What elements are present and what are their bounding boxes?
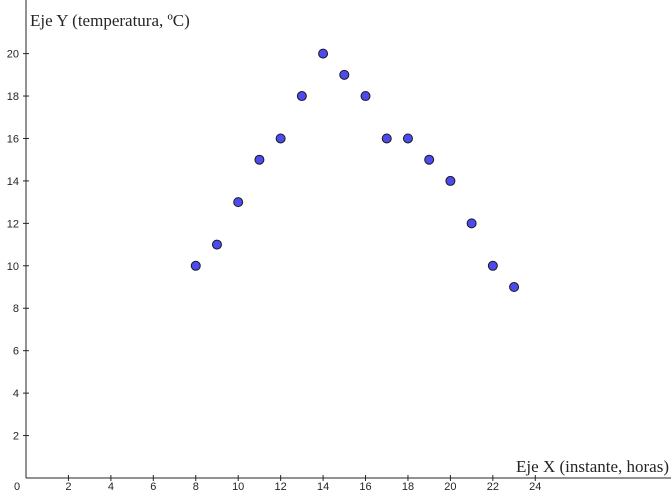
data-point (360, 91, 371, 102)
x-tick-label: 10 (232, 481, 244, 492)
data-point (339, 69, 350, 80)
data-point (190, 260, 201, 271)
x-tick-label: 22 (487, 481, 499, 492)
y-ticks: 2 4 6 8 10 12 14 16 18 20 (7, 49, 29, 443)
x-tick-label: 16 (359, 481, 371, 492)
x-tick-label: 6 (150, 481, 156, 492)
data-point (233, 197, 244, 208)
origin-label: 0 (14, 481, 20, 492)
data-point (487, 260, 498, 271)
y-tick-label: 2 (13, 431, 19, 443)
x-tick-label: 8 (193, 481, 199, 492)
data-point (466, 218, 477, 229)
data-point (424, 154, 435, 165)
x-tick-label: 2 (65, 481, 71, 492)
y-tick-label: 12 (7, 218, 19, 230)
y-tick-label: 8 (13, 303, 19, 315)
y-tick-label: 4 (13, 388, 19, 400)
data-point (254, 154, 265, 165)
y-tick-label: 18 (7, 91, 19, 103)
x-tick-label: 24 (529, 481, 541, 492)
x-axis-title: Eje X (instante, horas) (516, 457, 669, 476)
y-tick-label: 14 (7, 176, 19, 188)
y-tick-label: 6 (13, 346, 19, 358)
data-point (509, 282, 520, 293)
x-ticks: 2 4 6 8 10 12 14 16 18 20 22 24 (65, 475, 541, 492)
data-point (211, 239, 222, 250)
y-tick-label: 10 (7, 261, 19, 273)
data-point (381, 133, 392, 144)
x-tick-label: 12 (275, 481, 287, 492)
data-point (402, 133, 413, 144)
y-tick-label: 16 (7, 133, 19, 145)
y-tick-label: 20 (7, 49, 19, 61)
data-points (190, 48, 520, 293)
data-point (296, 91, 307, 102)
data-point (318, 48, 329, 59)
data-point (275, 133, 286, 144)
x-tick-label: 20 (444, 481, 456, 492)
data-point (445, 175, 456, 186)
x-tick-label: 18 (402, 481, 414, 492)
x-tick-label: 4 (108, 481, 114, 492)
y-axis-title: Eje Y (temperatura, ºC) (30, 11, 190, 30)
x-tick-label: 14 (317, 481, 329, 492)
